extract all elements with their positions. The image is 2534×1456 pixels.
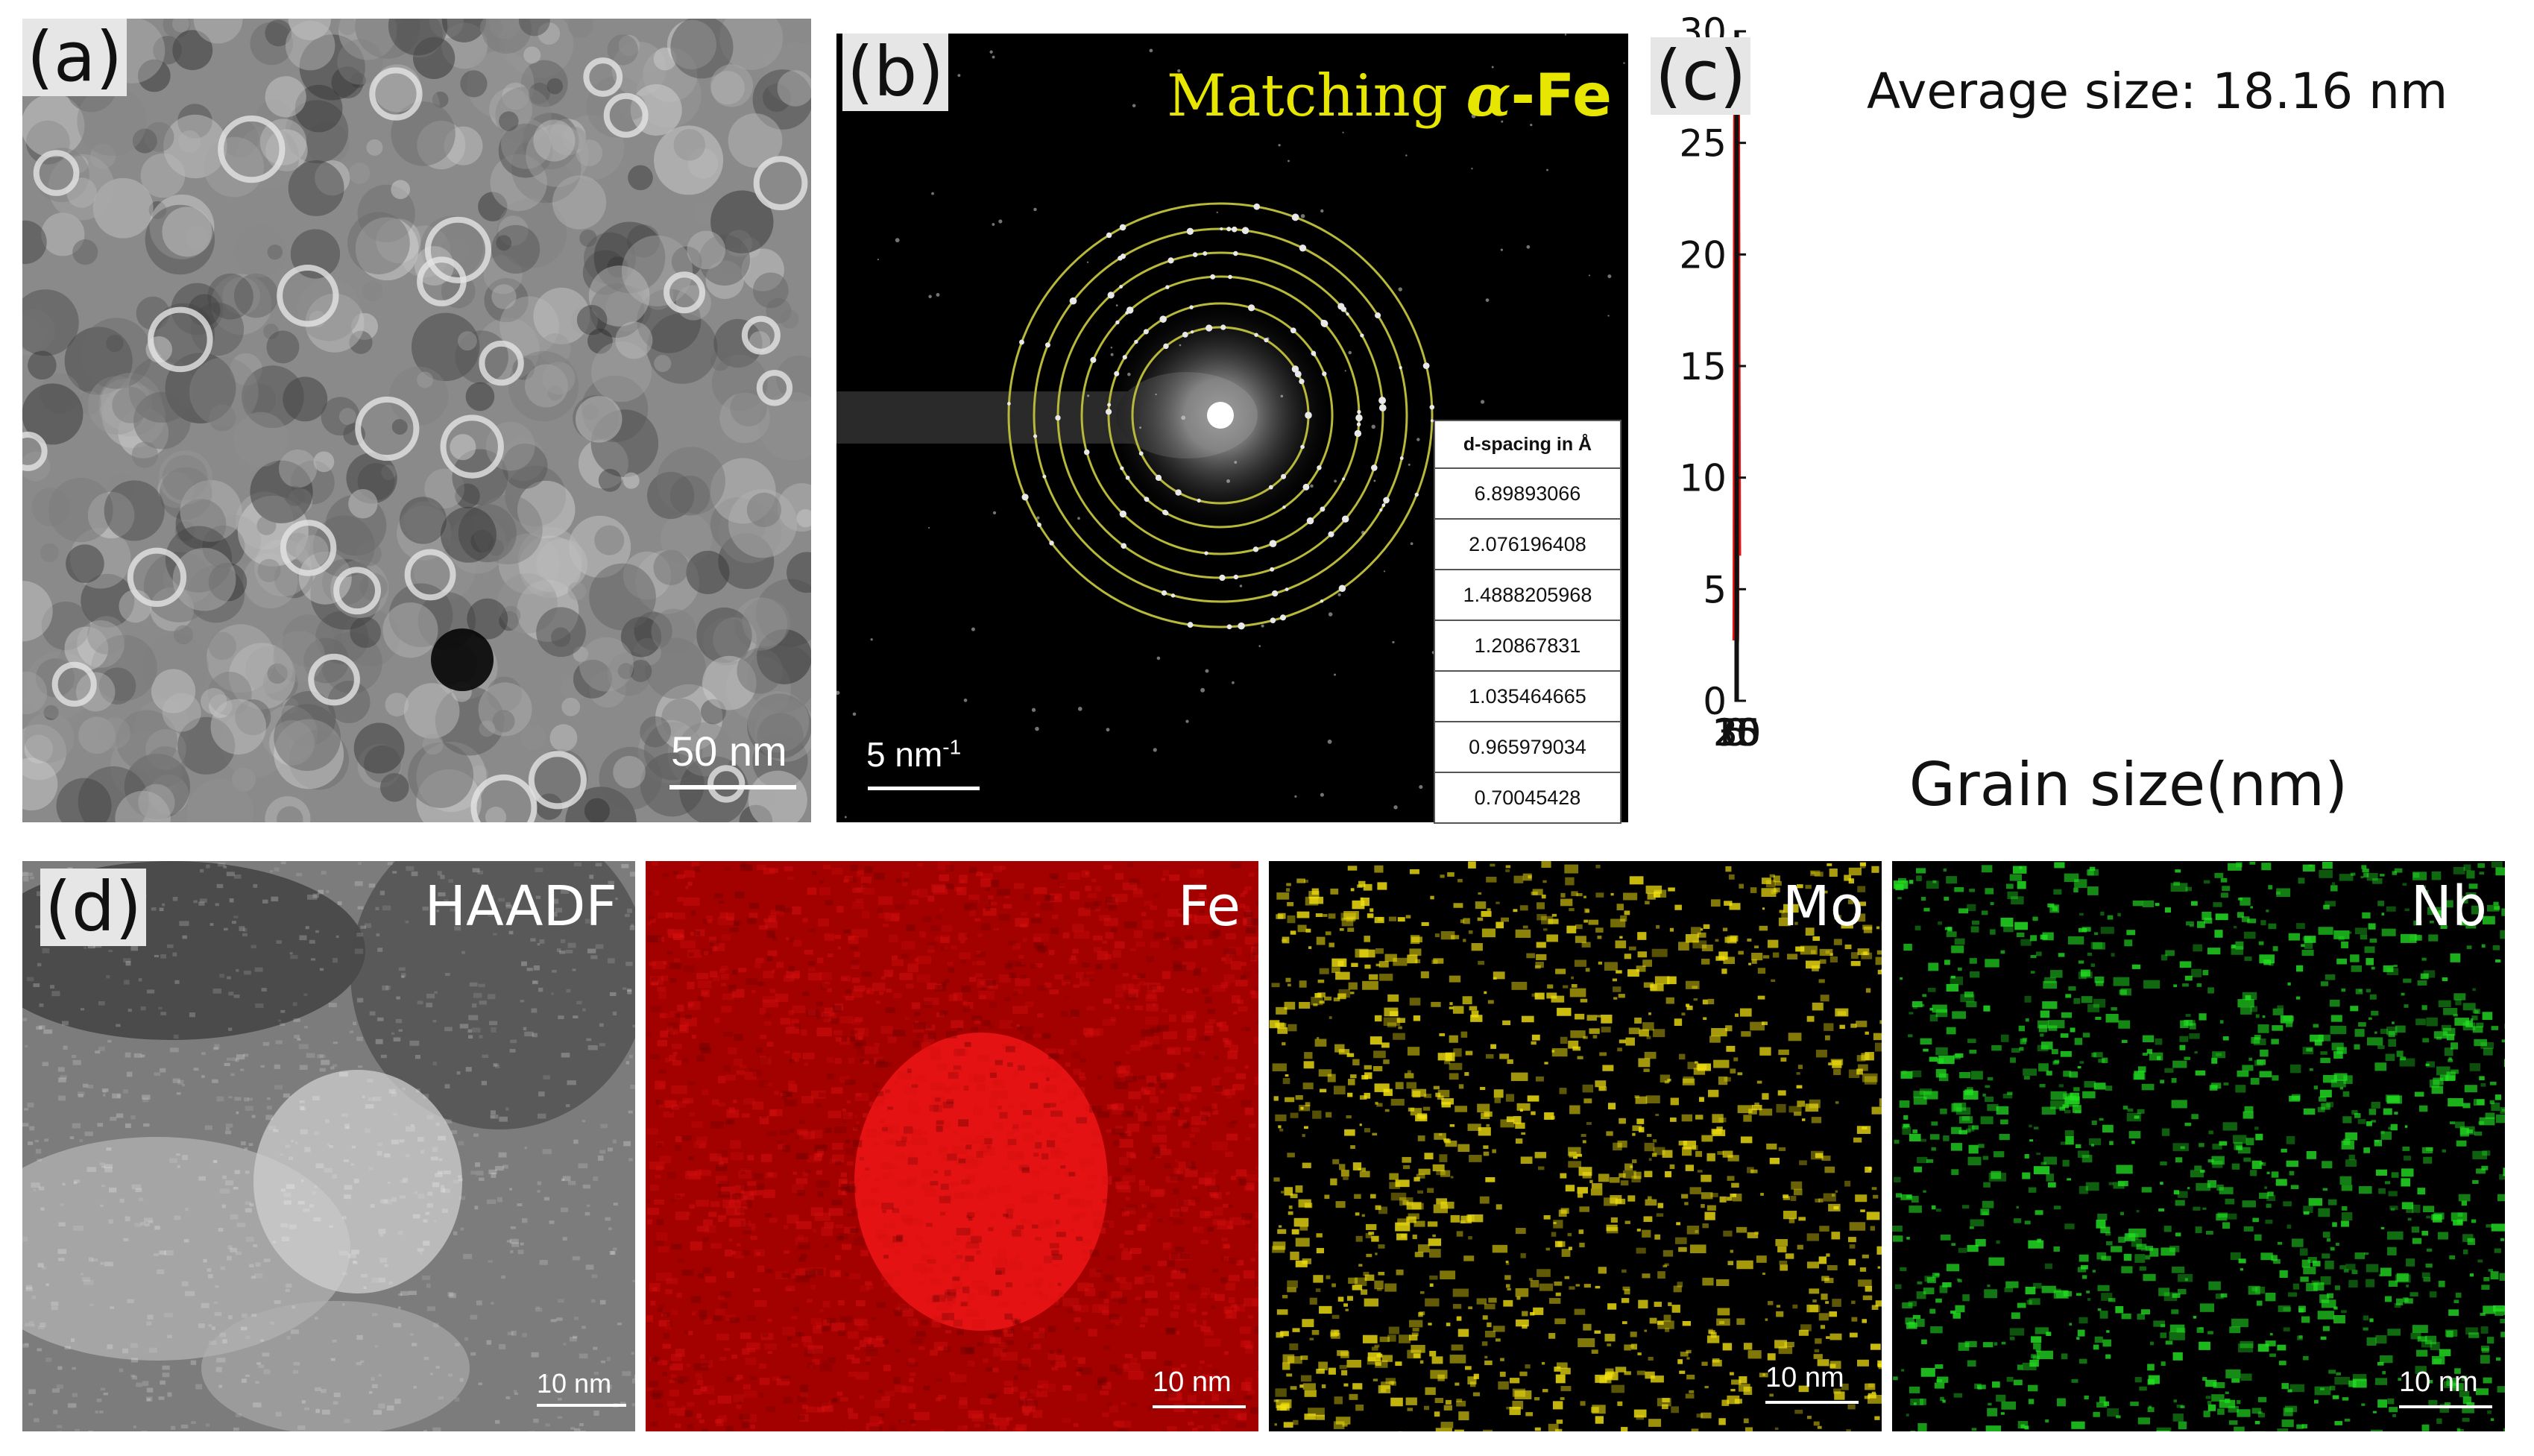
diffraction-pattern [836, 34, 1625, 819]
y-tick-label: 25 [1679, 122, 1727, 166]
scale-bar-line [537, 1404, 626, 1407]
x-tick-label: 35 [1714, 711, 1762, 754]
d-spacing-cell: 1.20867831 [1434, 620, 1621, 672]
x-tick-label: 5 [1724, 711, 1748, 754]
map-title-fe: Fe [1177, 874, 1241, 939]
x-tick-label: 25 [1713, 711, 1761, 754]
nb-element-map [1892, 861, 2505, 1431]
panel-label-a: (a) [22, 19, 127, 96]
match-title-suffix: -Fe [1510, 63, 1612, 130]
grain-size-chart-panel: 0 5 10 15 20 25 30 35 0 5 10 15 20 25 30 Average size:… [1651, 0, 2534, 828]
match-title: Matching α-Fe [1167, 62, 1612, 130]
saed-pattern-panel: (b) Matching α-Fe 5 nm-1 [836, 34, 1628, 822]
panel-label-c: (c) [1651, 37, 1751, 115]
match-title-prefix: Matching [1167, 63, 1466, 130]
scale-bar-line [1153, 1405, 1246, 1408]
tem-micrograph [22, 19, 811, 822]
diffraction-ring [1107, 302, 1334, 529]
mo-map-panel: Mo 10 nm [1269, 861, 1882, 1431]
scale-bar-line [1765, 1401, 1859, 1404]
scale-bar-label: 10 nm [1765, 1362, 1844, 1393]
tem-image-panel: (a) 50 nm [22, 19, 811, 822]
panel-label-d: (d) [40, 869, 147, 946]
y-tick-label: 5 [1703, 568, 1727, 611]
d-spacing-cell: 6.89893066 [1434, 467, 1621, 520]
scale-bar-label: 5 nm-1 [866, 734, 961, 775]
y-tick-label: 10 [1679, 457, 1727, 500]
scale-bar-line [868, 787, 980, 790]
y-tick-label: 15 [1679, 345, 1727, 388]
map-title-mo: Mo [1782, 874, 1864, 939]
d-spacing-cell: 1.4888205968 [1434, 569, 1621, 621]
scale-bar-line [669, 785, 796, 790]
scale-bar-label: 10 nm [1153, 1367, 1232, 1398]
scale-bar-exponent: -1 [942, 735, 962, 759]
d-spacing-cell: 1.035464665 [1434, 670, 1621, 722]
y-tick-label: 0 [1703, 680, 1727, 723]
fe-element-map [646, 861, 1258, 1431]
x-tick-label: 15 [1712, 711, 1760, 754]
panel-label-b: (b) [842, 34, 949, 111]
scale-bar-label: 10 nm [2399, 1367, 2478, 1398]
d-spacing-cell: 0.965979034 [1434, 721, 1621, 773]
scale-bar-label: 10 nm [537, 1368, 612, 1399]
d-spacing-table-header: d-spacing in Å [1434, 420, 1621, 469]
alpha-symbol: α [1466, 62, 1511, 130]
map-title-haadf: HAADF [424, 874, 618, 939]
diffraction-ring [1007, 202, 1434, 628]
fe-map-panel: Fe 10 nm [646, 861, 1258, 1431]
scale-bar-line [2399, 1405, 2492, 1408]
x-tick-label: 30 [1714, 711, 1762, 754]
x-tick-label: 10 [1712, 711, 1760, 754]
d-spacing-cell: 0.70045428 [1434, 772, 1621, 824]
x-axis-label: Grain size(nm) [1909, 750, 2348, 819]
d-spacing-table: d-spacing in Å 6.89893066 2.076196408 1.… [1434, 420, 1621, 824]
scale-bar-label: 50 nm [671, 728, 787, 775]
map-title-nb: Nb [2410, 874, 2487, 939]
haadf-map-panel: (d) HAADF 10 nm [22, 861, 635, 1431]
average-size-annotation: Average size: 18.16 nm [1867, 63, 2448, 120]
haadf-image [22, 861, 635, 1431]
x-tick-label: 0 [1724, 711, 1747, 754]
nb-map-panel: Nb 10 nm [1892, 861, 2505, 1431]
y-tick-label: 20 [1679, 233, 1727, 277]
mo-element-map [1269, 861, 1882, 1431]
scale-bar-text: 5 nm [866, 735, 943, 774]
x-tick-label: 20 [1713, 711, 1761, 754]
d-spacing-cell: 2.076196408 [1434, 518, 1621, 570]
